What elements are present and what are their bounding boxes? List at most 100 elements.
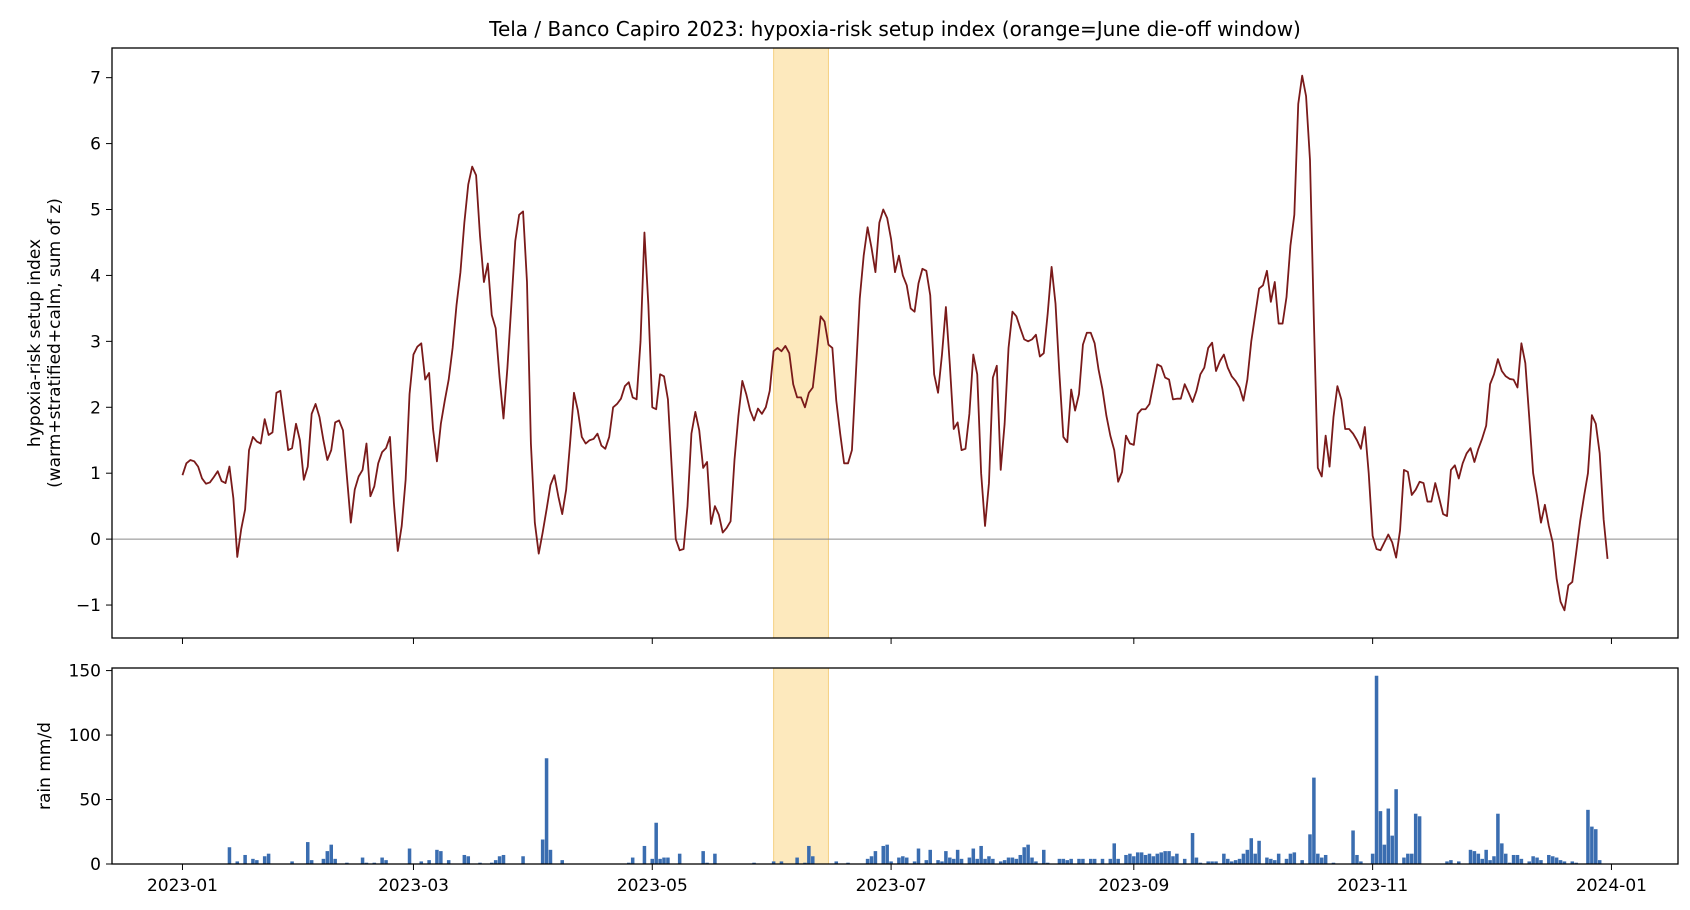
bottom-x-tick-label: 2024-01 bbox=[1576, 876, 1647, 896]
rain-bar bbox=[1402, 857, 1406, 864]
rain-bar bbox=[865, 858, 870, 864]
rain-bar bbox=[1445, 861, 1449, 864]
rain-bar bbox=[924, 860, 929, 864]
rain-bar bbox=[1210, 861, 1214, 864]
rain-bar bbox=[658, 858, 662, 864]
rain-bar bbox=[1030, 857, 1034, 864]
top-x-axis-ticks bbox=[181, 638, 1612, 644]
rain-bar bbox=[1594, 829, 1598, 864]
rain-bar bbox=[979, 845, 983, 864]
rain-bar bbox=[1292, 852, 1297, 864]
rain-bar bbox=[967, 857, 972, 864]
bottom-y-axis-ticks: 0 50 100 150 bbox=[69, 662, 112, 875]
rain-bar bbox=[1081, 858, 1085, 864]
bottom-x-tick-label: 2023-05 bbox=[617, 876, 688, 896]
rain-bar bbox=[309, 860, 314, 864]
rain-bar bbox=[1476, 853, 1481, 864]
rain-bar bbox=[889, 861, 893, 864]
rain-bar bbox=[1308, 834, 1312, 864]
rain-bar bbox=[1527, 861, 1531, 864]
rain-bar bbox=[1312, 777, 1316, 864]
rain-bar bbox=[869, 856, 874, 864]
rain-bar bbox=[959, 858, 964, 864]
top-y-tick-label: 0 bbox=[90, 530, 101, 550]
rain-bar bbox=[654, 822, 658, 864]
rain-bar bbox=[811, 856, 815, 864]
rain-bar bbox=[650, 858, 655, 864]
rain-bar bbox=[1351, 830, 1355, 864]
rain-bar bbox=[662, 857, 666, 864]
rain-bar bbox=[1472, 851, 1477, 864]
rain-bar bbox=[1519, 858, 1524, 864]
rain-bar bbox=[1406, 853, 1410, 864]
rain-bar bbox=[1386, 808, 1391, 864]
rain-bar bbox=[1410, 853, 1414, 864]
rain-bar bbox=[1151, 856, 1156, 864]
rain-bar bbox=[333, 858, 337, 864]
rain-bar bbox=[1374, 675, 1379, 864]
bottom-x-tick-label: 2023-03 bbox=[378, 876, 449, 896]
rain-bar bbox=[1088, 858, 1093, 864]
rain-bar bbox=[544, 758, 549, 864]
rain-bar bbox=[1034, 861, 1038, 864]
rain-bar bbox=[1457, 861, 1461, 864]
rain-bar bbox=[1069, 858, 1073, 864]
rain-bar bbox=[1175, 853, 1179, 864]
rain-bar bbox=[1503, 853, 1508, 864]
rain-bar bbox=[1006, 857, 1011, 864]
top-die-off-window bbox=[773, 47, 829, 639]
rain-bar bbox=[1468, 849, 1473, 864]
rain-bar bbox=[466, 856, 471, 864]
rain-bar bbox=[1124, 854, 1128, 864]
rain-bar bbox=[940, 861, 944, 864]
rain-bar bbox=[1265, 857, 1269, 864]
rain-bar bbox=[540, 839, 545, 864]
rain-bar bbox=[901, 856, 905, 864]
rain-bar bbox=[991, 858, 995, 864]
rain-bar bbox=[916, 848, 921, 864]
top-y-tick-label: 6 bbox=[90, 135, 101, 155]
rain-bar bbox=[948, 857, 952, 864]
rain-bar bbox=[501, 854, 506, 864]
rain-bar bbox=[1241, 853, 1246, 864]
rain-bar bbox=[1500, 843, 1504, 864]
rain-bar bbox=[1147, 853, 1152, 864]
rain-bar bbox=[1378, 811, 1383, 864]
bottom-y-tick-label: 150 bbox=[69, 662, 101, 682]
rain-bar bbox=[1554, 857, 1559, 864]
rain-bar bbox=[779, 861, 784, 864]
rain-bar bbox=[1057, 858, 1062, 864]
rain-bar bbox=[701, 851, 705, 864]
rain-bar bbox=[321, 858, 326, 864]
bottom-axes-frame bbox=[111, 667, 1679, 865]
bottom-y-tick-label: 0 bbox=[90, 855, 101, 875]
rain-bar bbox=[266, 853, 271, 864]
rain-bar bbox=[1018, 854, 1023, 864]
rain-bar bbox=[897, 857, 901, 864]
hypoxia-index-line bbox=[181, 74, 1609, 612]
rain-bar bbox=[446, 860, 451, 864]
rain-bar bbox=[407, 848, 412, 864]
rain-bar bbox=[928, 849, 932, 864]
rain-bar bbox=[1245, 849, 1250, 864]
rain-bar bbox=[235, 861, 240, 864]
rain-bar bbox=[1206, 861, 1210, 864]
rain-bar bbox=[873, 851, 878, 864]
rain-bar bbox=[227, 847, 232, 864]
top-y-tick-label: 5 bbox=[90, 201, 101, 221]
rain-bar bbox=[1269, 858, 1273, 864]
rain-bar bbox=[1010, 857, 1015, 864]
rain-bar bbox=[975, 858, 979, 864]
rain-bar bbox=[462, 854, 467, 864]
top-y-axis-label-line1: hypoxia-risk setup index bbox=[25, 239, 45, 447]
rain-bar bbox=[1190, 833, 1195, 864]
bottom-x-axis-ticks: 2023-01 2023-03 2023-05 2023-07 2023-09 2023-… bbox=[147, 864, 1647, 896]
rain-bar bbox=[1108, 858, 1113, 864]
rain-bar bbox=[904, 857, 909, 864]
rain-bar bbox=[1562, 861, 1567, 864]
rain-bar bbox=[1139, 852, 1144, 864]
rain-bar bbox=[983, 858, 987, 864]
rain-bar bbox=[1135, 852, 1140, 864]
rain-bar bbox=[1214, 861, 1218, 864]
